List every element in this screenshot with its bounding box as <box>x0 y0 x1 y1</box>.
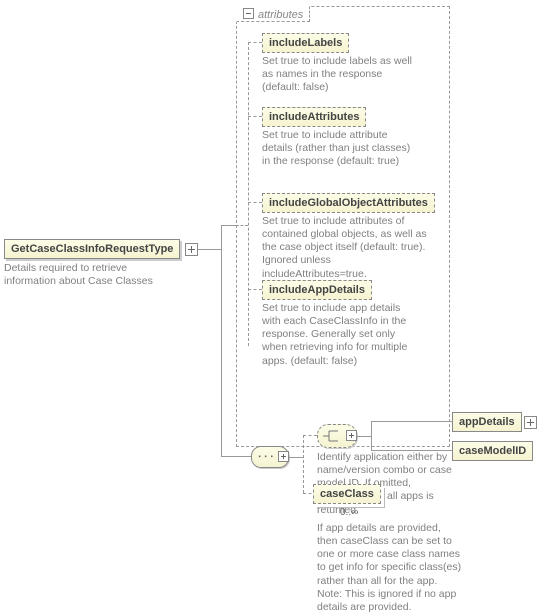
connector-line <box>248 202 262 203</box>
attr-include-labels-label: includeLabels <box>269 37 342 49</box>
element-case-class-label: caseClass <box>320 488 374 500</box>
connector-line <box>221 456 251 457</box>
connector-line <box>303 435 317 436</box>
connector-line <box>198 249 222 250</box>
choice-compositor-icon[interactable] <box>317 424 357 448</box>
attr-include-labels: includeLabels <box>262 33 349 53</box>
element-app-details: appDetails <box>452 412 522 432</box>
attr-include-global-desc: Set true to include attributes of contai… <box>262 215 434 281</box>
root-type-label: GetCaseClassInfoRequestType <box>11 243 173 255</box>
connector-line <box>357 436 371 437</box>
sequence-compositor-icon[interactable]: ∙∙∙ <box>251 446 289 468</box>
connector-line <box>248 42 249 346</box>
attributes-group-label: attributes <box>258 9 303 21</box>
connector-line <box>371 450 452 451</box>
attr-include-labels-desc: Set true to include labels as well as na… <box>262 55 412 94</box>
element-case-model-id-label: caseModelID <box>459 445 526 457</box>
attr-include-app-details: includeAppDetails <box>262 280 372 300</box>
attributes-group-header[interactable]: attributes <box>236 6 310 22</box>
connector-line <box>371 421 372 451</box>
connector-line <box>248 42 262 43</box>
connector-line <box>371 421 452 422</box>
element-case-class: caseClass <box>313 484 381 504</box>
element-app-details-label: appDetails <box>459 416 515 428</box>
attr-include-attributes-desc: Set true to include attribute details (r… <box>262 129 412 168</box>
element-case-class-cardinality: 0..∞ <box>340 507 358 518</box>
element-case-model-id: caseModelID <box>452 441 533 461</box>
connector-line <box>221 225 236 226</box>
app-details-expand-icon[interactable] <box>524 416 537 429</box>
collapse-icon <box>243 8 254 19</box>
attr-include-attributes: includeAttributes <box>262 107 366 127</box>
element-case-class-desc: If app details are provided, then caseCl… <box>317 522 462 614</box>
root-type-node: GetCaseClassInfoRequestType <box>4 239 180 259</box>
connector-line <box>221 225 222 457</box>
connector-line <box>248 289 262 290</box>
root-expand-icon[interactable] <box>185 243 198 256</box>
connector-line <box>248 116 262 117</box>
attr-include-app-details-label: includeAppDetails <box>269 284 365 296</box>
attr-include-app-details-desc: Set true to include app details with eac… <box>262 302 412 368</box>
connector-line <box>303 435 304 493</box>
attr-include-global-object-attributes: includeGlobalObjectAttributes <box>262 193 435 213</box>
connector-line <box>289 457 303 458</box>
connector-line <box>236 225 248 226</box>
attr-include-attributes-label: includeAttributes <box>269 111 359 123</box>
attr-include-global-label: includeGlobalObjectAttributes <box>269 197 428 209</box>
root-type-desc: Details required to retrieve information… <box>4 262 179 288</box>
